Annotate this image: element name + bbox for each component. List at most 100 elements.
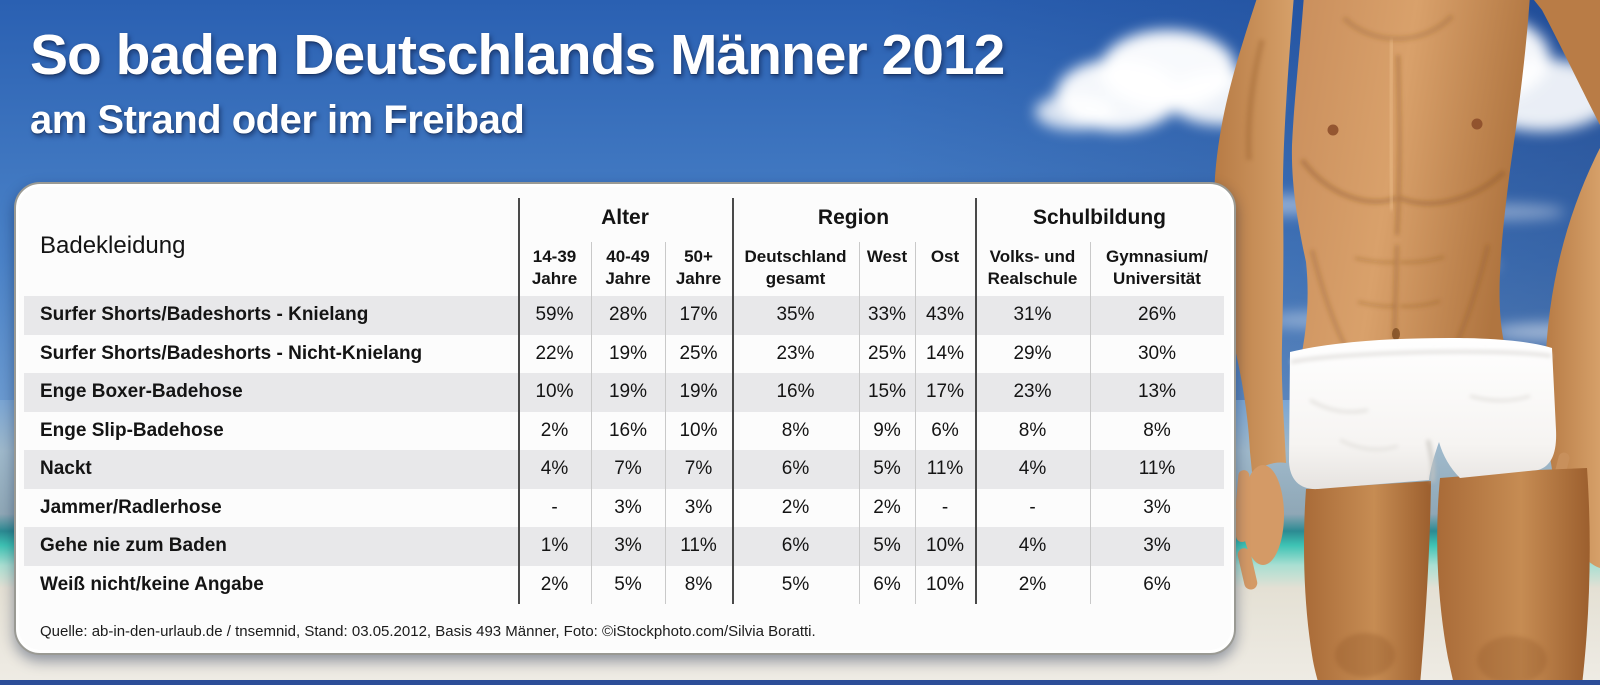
row-label: Jammer/Radlerhose [40, 496, 222, 518]
cell: 22% [535, 342, 574, 364]
cell: 2% [540, 573, 569, 595]
cell: 2% [1018, 573, 1047, 595]
cell: 29% [1013, 342, 1052, 364]
cell: 6% [732, 527, 859, 566]
headline-block: So baden Deutschlands Männer 2012 am Str… [30, 23, 1005, 143]
cell: 8% [1018, 419, 1047, 441]
row-label: Enge Boxer-Badehose [24, 373, 518, 412]
cell: 8% [684, 573, 713, 595]
cell: 19% [608, 342, 648, 364]
column-header-deutschland-gesamt: Deutschland gesamt [744, 247, 847, 288]
cell: 3% [614, 496, 642, 518]
cell: 19% [665, 373, 732, 412]
cell: 6% [873, 573, 901, 595]
white-swim-trunks [1289, 338, 1557, 490]
cell: 4% [975, 527, 1090, 566]
cell: 17% [665, 296, 732, 335]
cell: 5% [859, 450, 915, 489]
bottom-bar [0, 680, 1600, 685]
cell: 33% [859, 296, 915, 335]
cell: 19% [591, 373, 665, 412]
left-leg [1304, 481, 1431, 685]
row-label: Weiß nicht/keine Angabe [40, 573, 264, 595]
column-header-ost: Ost [930, 247, 960, 266]
divider-light [591, 242, 592, 604]
cell: 6% [1143, 573, 1171, 595]
cell: 10% [915, 527, 975, 566]
group-header-schulbildung: Schulbildung [1033, 206, 1166, 229]
cell: 8% [1143, 419, 1171, 441]
row-header-label: Badekleidung [40, 232, 186, 259]
cell: 15% [859, 373, 915, 412]
cell: 2% [540, 419, 569, 441]
cell: 4% [518, 450, 591, 489]
divider-dark [518, 198, 520, 604]
row-label: Surfer Shorts/Badeshorts - Knielang [24, 296, 518, 335]
cell: 25% [867, 342, 907, 364]
row-label: Gehe nie zum Baden [24, 527, 518, 566]
cell: 13% [1090, 373, 1224, 412]
left-hand [1235, 465, 1284, 590]
cell: 10% [679, 419, 718, 441]
column-header-gymnasium-universitaet: Gymnasium/ Universität [1105, 247, 1209, 288]
cell: 3% [684, 496, 713, 518]
row-label: Nackt [24, 450, 518, 489]
divider-light [859, 242, 860, 604]
divider-light [915, 242, 916, 604]
column-header-volks-realschule: Volks- und Realschule [987, 247, 1078, 288]
cell: 25% [679, 342, 718, 364]
cell: - [941, 496, 949, 518]
cell: 5% [859, 527, 915, 566]
cell: 11% [915, 450, 975, 489]
cell: 6% [931, 419, 959, 441]
cell: 5% [781, 573, 810, 595]
data-table-card: Badekleidung Alter Region Schulbildung 1… [14, 182, 1236, 655]
cell: 23% [975, 373, 1090, 412]
column-header-west: West [866, 247, 908, 266]
group-header-region: Region [817, 206, 890, 229]
cell: 11% [1090, 450, 1224, 489]
page-title: So baden Deutschlands Männer 2012 [30, 23, 1005, 87]
cell: 2% [873, 496, 901, 518]
cell: 3% [1143, 496, 1171, 518]
column-header-40-49-jahre: 40-49 Jahre [605, 247, 651, 288]
cell: 1% [518, 527, 591, 566]
cell: 16% [608, 419, 648, 441]
cell: 35% [732, 296, 859, 335]
cell: 6% [732, 450, 859, 489]
divider-light [1090, 242, 1091, 604]
cell: 2% [781, 496, 810, 518]
divider-light [665, 242, 666, 604]
cell: 9% [873, 419, 901, 441]
row-label: Enge Slip-Badehose [40, 419, 224, 441]
cell: 3% [591, 527, 665, 566]
cell: 23% [776, 342, 815, 364]
cell: - [1029, 496, 1036, 518]
cell: 16% [732, 373, 859, 412]
source-line: Quelle: ab-in-den-urlaub.de / tnsemnid, … [40, 623, 816, 640]
cell: 31% [975, 296, 1090, 335]
man-in-white-trunks [1213, 0, 1600, 685]
cell: 17% [915, 373, 975, 412]
cell: 26% [1090, 296, 1224, 335]
data-table: Badekleidung Alter Region Schulbildung 1… [24, 196, 1224, 604]
cell: 43% [915, 296, 975, 335]
cell: 10% [518, 373, 591, 412]
cell: 4% [975, 450, 1090, 489]
page-subtitle: am Strand oder im Freibad [30, 97, 525, 142]
cell: 8% [781, 419, 810, 441]
cell: 5% [614, 573, 642, 595]
cell: 7% [591, 450, 665, 489]
cell: 11% [665, 527, 732, 566]
cell: 14% [925, 342, 965, 364]
row-label: Surfer Shorts/Badeshorts - Nicht-Knielan… [40, 342, 423, 364]
cell: 28% [591, 296, 665, 335]
divider-dark [975, 198, 977, 604]
cell: 3% [1090, 527, 1224, 566]
group-header-alter: Alter [601, 206, 649, 229]
cell: 10% [925, 573, 965, 595]
cell: - [551, 496, 558, 518]
right-leg [1437, 468, 1590, 685]
cell: 30% [1137, 342, 1177, 364]
